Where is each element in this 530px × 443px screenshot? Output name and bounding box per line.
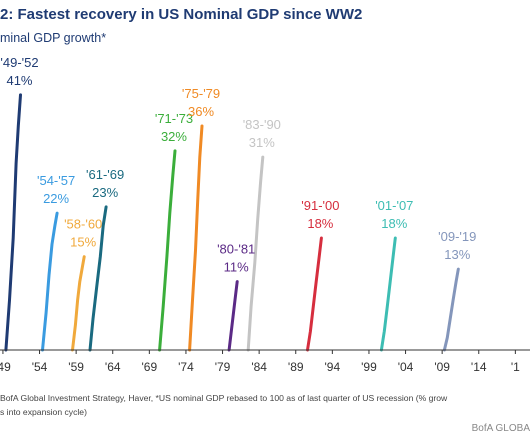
series-name-label: '58-'60 [64,217,102,232]
x-tick-label: '84 [251,360,267,374]
series-line [188,124,204,352]
brand-mark: BofA GLOBA [471,423,530,434]
x-tick-label: '64 [105,360,121,374]
series-value-label: 13% [444,247,470,262]
x-tick-label: '74 [178,360,194,374]
footnote-source: BofA Global Investment Strategy, Haver, … [0,393,448,403]
footnote-note: s into expansion cycle) [0,407,87,417]
series-line [379,236,397,352]
series-line [158,149,177,352]
series-value-label: 18% [381,216,407,231]
series-name-label: '49-'52 [0,55,38,70]
x-tick-label: '94 [325,360,341,374]
series-labels-layer: '49-'52 41% '54-'57 22% '58-'60 15% '61-'69 23%… [0,55,476,275]
series-value-label: 31% [249,135,275,150]
x-tick-label: '04 [398,360,414,374]
series-value-label: 11% [224,260,249,275]
x-tick-label: '14 [471,360,487,374]
series-name-label: '09-'19 [438,229,476,244]
series-layer [4,93,460,352]
series-line [41,211,59,352]
series-line [4,93,22,352]
series-line [88,205,108,352]
series-name-label: '71-'73 [155,111,193,126]
x-tick-label: '49 [0,360,11,374]
series-line [306,236,323,352]
series-value-label: 41% [6,73,32,88]
series-line [442,267,460,352]
series-value-label: 32% [161,129,187,144]
x-axis-ticks: '49 '54 '59 '64 '69 '74 '79 '84 '89 '94 '99 '04 '09 '… [0,350,520,374]
series-value-label: 15% [70,235,96,250]
x-tick-label: '69 [142,360,158,374]
x-tick-label: '1 [511,360,520,374]
series-name-label: '80-'81 [217,242,255,257]
series-value-label: 36% [188,104,214,119]
x-tick-label: '54 [32,360,48,374]
series-name-label: '91-'00 [301,198,339,213]
series-name-label: '83-'90 [243,117,281,132]
series-value-label: 22% [43,191,69,206]
x-tick-label: '79 [215,360,231,374]
series-line [227,280,239,352]
series-value-label: 18% [307,216,333,231]
chart-subtitle: minal GDP growth* [0,31,107,45]
series-name-label: '01-'07 [375,198,413,213]
x-tick-label: '99 [361,360,377,374]
x-tick-label: '59 [68,360,84,374]
chart-title: 2: Fastest recovery in US Nominal GDP si… [0,6,363,23]
series-name-label: '54-'57 [37,173,75,188]
series-value-label: 23% [92,185,118,200]
series-name-label: '61-'69 [86,167,124,182]
chart-canvas: '49-'52 41% '54-'57 22% '58-'60 15% '61-'69 23%… [0,55,530,374]
x-tick-label: '89 [288,360,304,374]
series-line [71,255,86,352]
series-name-label: '75-'79 [182,86,220,101]
x-tick-label: '09 [434,360,450,374]
series-line [246,155,265,352]
